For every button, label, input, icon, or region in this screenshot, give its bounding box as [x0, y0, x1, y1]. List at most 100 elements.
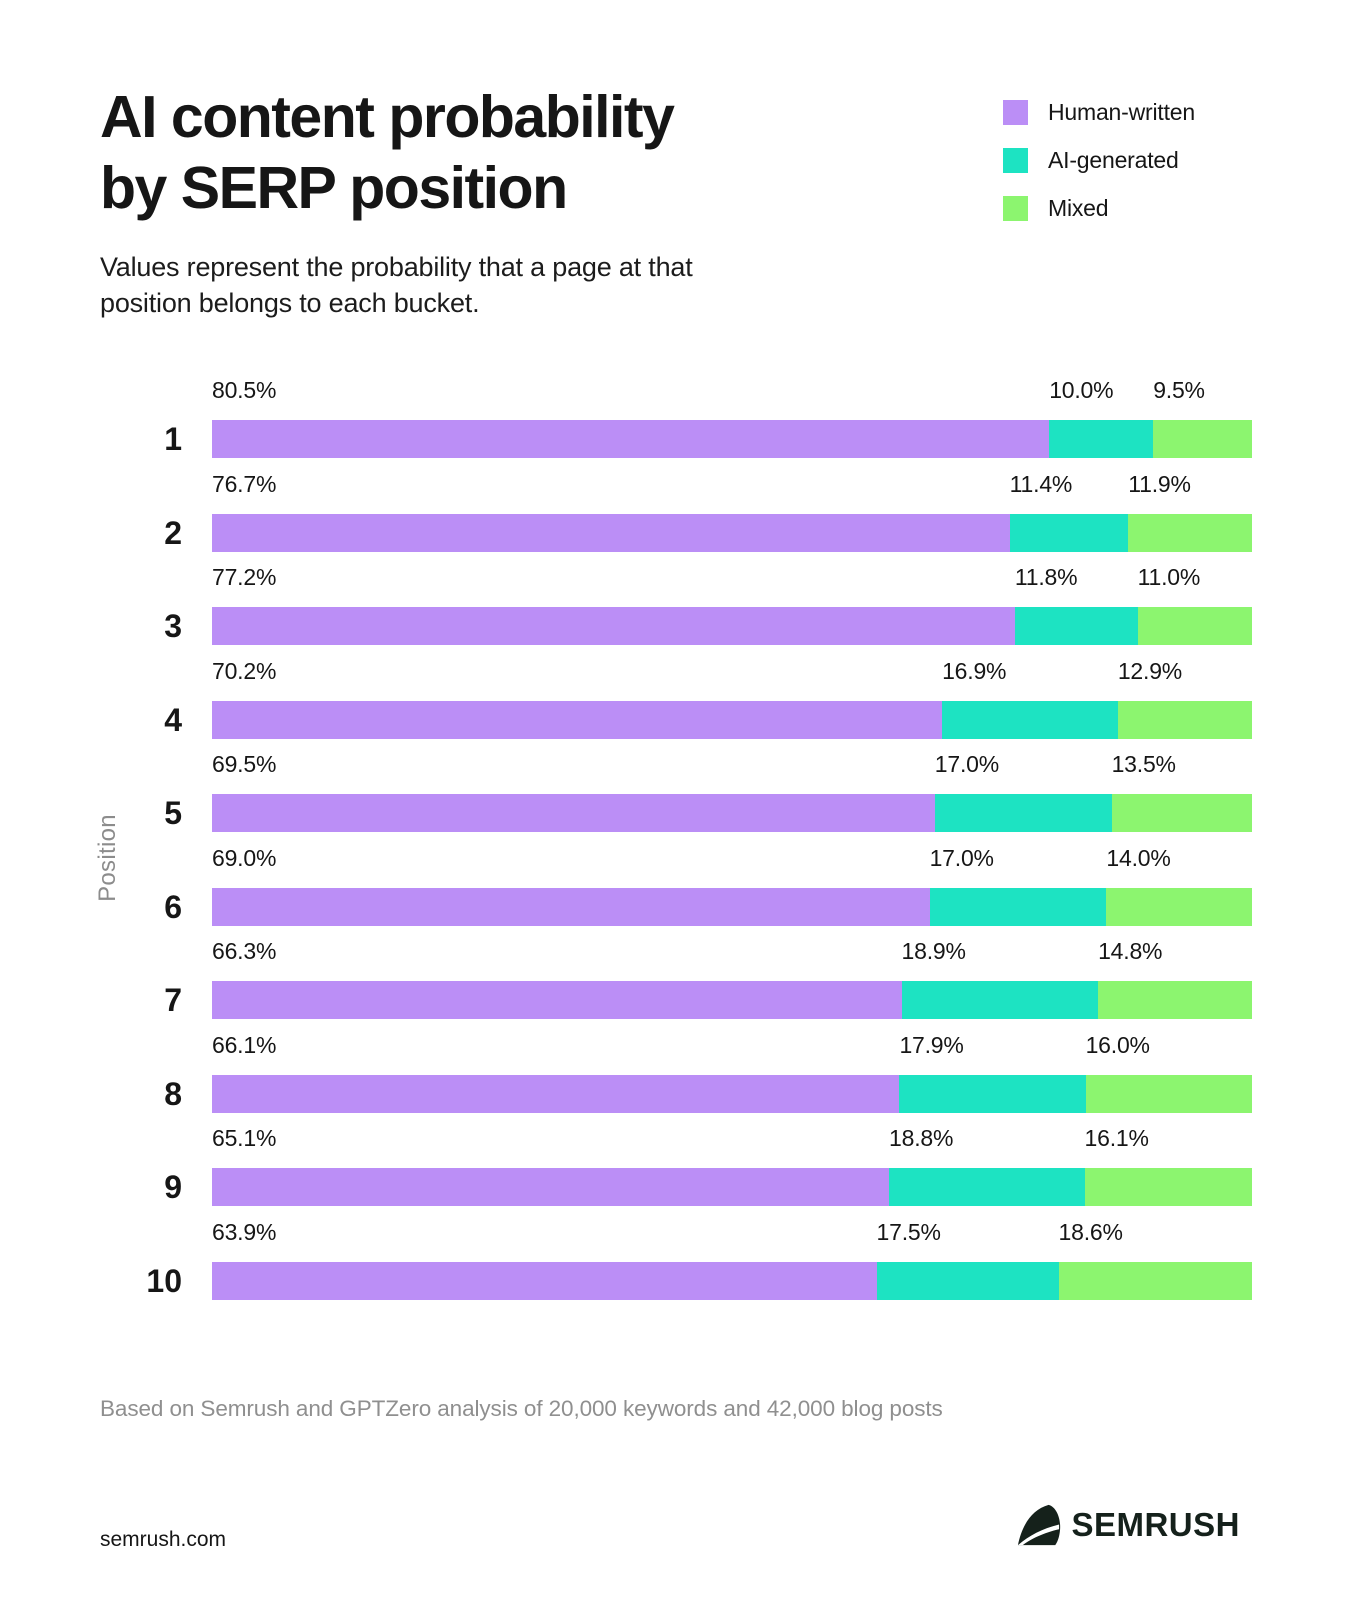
value-label: 11.4% [1009, 470, 1073, 497]
chart-row: 5 69.5% 17.0% 13.5% [0, 752, 1352, 832]
bar-segment-ai-generated [942, 700, 1118, 739]
stacked-bar [212, 1168, 1252, 1206]
position-tick-label: 5 [164, 795, 182, 831]
semrush-logo-icon [1016, 1503, 1062, 1547]
bar-segment-ai-generated [1049, 420, 1154, 458]
legend-item: Human-written [1003, 99, 1195, 125]
chart-row: 3 77.2% 11.8% 11.0% [0, 565, 1352, 645]
page-title: AI content probability by SERP position [100, 82, 930, 224]
value-label: 17.0% [934, 751, 1000, 777]
chart-row: 4 70.2% 16.9% 12.9% [0, 659, 1352, 739]
semrush-wordmark: SEMRUSH [1071, 1506, 1240, 1543]
value-label: 9.5% [1153, 377, 1205, 403]
page-title-line1: AI content probability [100, 84, 675, 150]
bar-segment-mixed [1153, 420, 1252, 458]
position-tick-label: 1 [164, 421, 182, 457]
bar-segment-mixed [1106, 887, 1252, 926]
bar-segment-mixed [1111, 794, 1252, 832]
bar-track: 66.1% 17.9% 16.0% [212, 1033, 1252, 1113]
bar-track: 77.2% 11.8% 11.0% [212, 565, 1252, 645]
bar-track: 70.2% 16.9% 12.9% [212, 659, 1252, 739]
value-label: 80.5% [212, 377, 277, 403]
value-label: 77.2% [212, 564, 277, 590]
legend-item: Mixed [1003, 195, 1195, 221]
value-label: 17.5% [876, 1218, 941, 1245]
bar-segment-ai-generated [889, 1168, 1085, 1206]
value-label: 14.0% [1106, 844, 1171, 871]
position-tick-label: 8 [164, 1075, 182, 1112]
stacked-bar [212, 1261, 1252, 1300]
bar-segment-human-written [212, 607, 1015, 645]
bar-segment-ai-generated [901, 981, 1099, 1019]
chart-row: 9 65.1% 18.8% 16.1% [0, 1126, 1352, 1206]
bar-segment-ai-generated [1009, 513, 1129, 552]
chart-row: 1 80.5% 10.0% 9.5% [0, 378, 1352, 458]
bar-segment-human-written [212, 1168, 890, 1206]
value-label: 17.0% [929, 844, 994, 871]
value-label: 66.3% [212, 938, 277, 964]
legend-label: Human-written [1048, 99, 1195, 125]
value-label: 16.0% [1085, 1031, 1150, 1058]
bar-segment-human-written [212, 981, 902, 1019]
position-tick-label: 3 [164, 608, 182, 644]
bar-segment-ai-generated [876, 1261, 1059, 1300]
source-footnote: Based on Semrush and GPTZero analysis of… [100, 1396, 943, 1421]
site-url: semrush.com [100, 1528, 227, 1551]
chart-row: 8 66.1% 17.9% 16.0% [0, 1033, 1352, 1113]
value-label: 11.0% [1137, 564, 1201, 590]
page-subtitle: Values represent the probability that a … [100, 252, 693, 318]
bar-segment-ai-generated [929, 887, 1107, 926]
stacked-bar [212, 887, 1252, 926]
stacked-bar [212, 1074, 1252, 1113]
stacked-bar [212, 513, 1252, 552]
legend-label: AI-generated [1048, 147, 1179, 173]
bar-segment-ai-generated [1014, 607, 1138, 645]
value-label: 76.7% [212, 470, 277, 497]
chart-legend: Human-written AI-generated Mixed [1003, 99, 1195, 244]
value-label: 16.9% [942, 657, 1007, 684]
value-label: 13.5% [1111, 751, 1176, 777]
bar-track: 66.3% 18.9% 14.8% [212, 939, 1252, 1019]
stacked-bar [212, 420, 1252, 458]
bar-segment-mixed [1058, 1261, 1252, 1300]
stacked-bar [212, 700, 1252, 739]
bar-segment-human-written [212, 420, 1050, 458]
legend-item: AI-generated [1003, 147, 1195, 173]
bar-segment-mixed [1128, 513, 1252, 552]
bar-track: 63.9% 17.5% 18.6% [212, 1220, 1252, 1300]
value-label: 11.9% [1128, 470, 1191, 497]
position-tick-label: 2 [164, 514, 182, 551]
bar-segment-human-written [212, 1261, 877, 1300]
position-tick-label: 10 [146, 1262, 182, 1299]
bar-segment-human-written [212, 700, 943, 739]
position-tick-label: 6 [164, 888, 182, 925]
bar-track: 76.7% 11.4% 11.9% [212, 472, 1252, 552]
bar-track: 69.0% 17.0% 14.0% [212, 846, 1252, 926]
value-label: 63.9% [212, 1218, 277, 1245]
stacked-bar [212, 607, 1252, 645]
legend-swatch-icon [1003, 100, 1028, 125]
chart-row: 10 63.9% 17.5% 18.6% [0, 1220, 1352, 1300]
value-label: 18.9% [901, 938, 966, 964]
chart-row: 7 66.3% 18.9% 14.8% [0, 939, 1352, 1019]
value-label: 17.9% [899, 1031, 964, 1058]
chart-row: 2 76.7% 11.4% 11.9% [0, 472, 1352, 552]
stacked-bar [212, 981, 1252, 1019]
value-label: 11.8% [1014, 564, 1078, 590]
bar-segment-mixed [1117, 700, 1252, 739]
value-label: 16.1% [1084, 1125, 1149, 1151]
legend-label: Mixed [1048, 195, 1109, 221]
bar-segment-mixed [1098, 981, 1252, 1019]
value-label: 18.6% [1058, 1218, 1123, 1245]
bar-segment-human-written [212, 794, 935, 832]
legend-swatch-icon [1003, 196, 1028, 221]
value-label: 69.5% [212, 751, 277, 777]
position-tick-label: 7 [164, 982, 182, 1018]
value-label: 12.9% [1117, 657, 1183, 684]
semrush-logo: SEMRUSH [1016, 1500, 1240, 1550]
value-label: 10.0% [1049, 377, 1114, 403]
position-tick-label: 4 [164, 701, 182, 738]
bar-segment-human-written [212, 887, 930, 926]
